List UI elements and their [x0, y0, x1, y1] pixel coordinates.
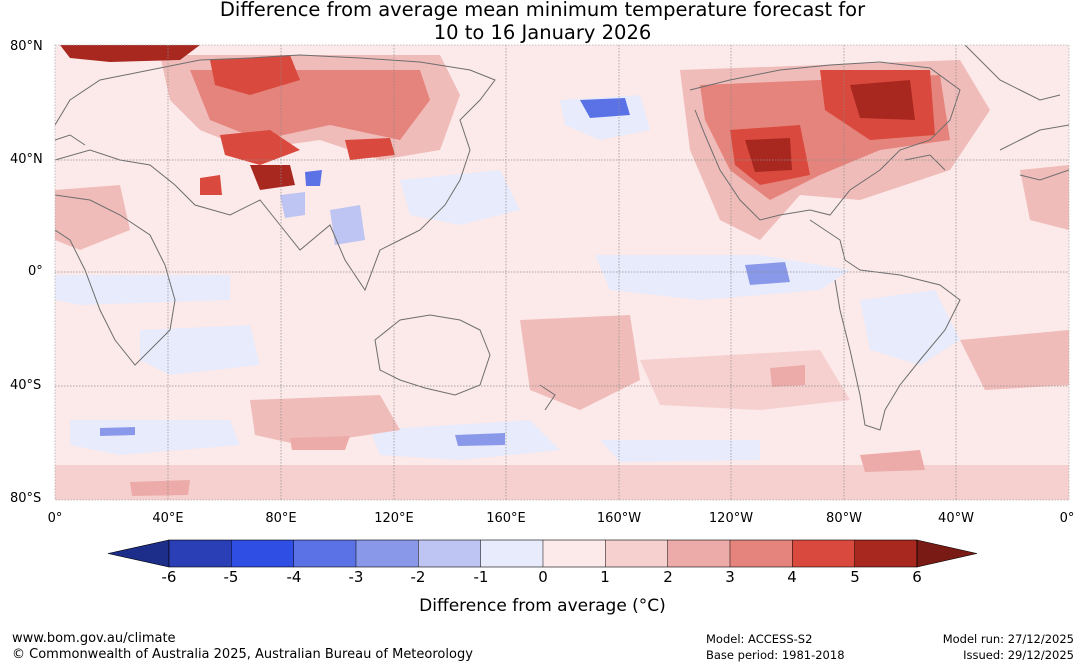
colorbar-tick: -6 [161, 568, 177, 586]
lat-label-40n: 40°N [10, 152, 43, 167]
lon-label-40w: 40°W [938, 511, 974, 526]
chart-title-line-2: 10 to 16 January 2026 [433, 21, 652, 44]
model-name: Model: ACCESS-S2 [706, 632, 813, 646]
colorbar-label: Difference from average (°C) [419, 596, 666, 616]
lon-label-0: 0° [47, 511, 63, 526]
lon-label-0-end: 0° [1059, 511, 1075, 526]
colorbar-tick: -1 [473, 568, 489, 586]
colorbar-tick: 0 [538, 568, 548, 586]
map-frame [54, 44, 1070, 501]
colorbar-segment [667, 540, 731, 567]
website-link[interactable]: www.bom.gov.au/climate [12, 631, 176, 646]
colorbar-segment [542, 540, 606, 567]
lat-label-40s: 40°S [10, 378, 42, 393]
colorbar-segment [792, 540, 856, 567]
colorbar-segment [293, 540, 357, 567]
colorbar-tick: -3 [348, 568, 364, 586]
colorbar-segment [355, 540, 419, 567]
lon-label-80w: 80°W [826, 511, 862, 526]
colorbar-tick: -5 [223, 568, 239, 586]
lon-label-160w: 160°W [596, 511, 642, 526]
colorbar-tick: -4 [286, 568, 302, 586]
lon-label-160e: 160°E [486, 511, 526, 526]
lat-label-80n: 80°N [10, 39, 43, 54]
colorbar-arrow-low [107, 539, 170, 568]
colorbar-arrow-high [916, 539, 978, 568]
colorbar-tick: 2 [663, 568, 673, 586]
colorbar-segments [107, 539, 978, 568]
colorbar-tick: -2 [410, 568, 426, 586]
colorbar-tick: 6 [912, 568, 922, 586]
lat-label-equator: 0° [28, 264, 43, 279]
lon-label-80e: 80°E [265, 511, 297, 526]
lon-label-120w: 120°W [708, 511, 754, 526]
colorbar-tick: 3 [725, 568, 735, 586]
model-run-date: Model run: 27/12/2025 [942, 632, 1074, 646]
base-period: Base period: 1981-2018 [706, 648, 845, 662]
colorbar-segment [169, 540, 232, 567]
lat-label-80s: 80°S [10, 491, 42, 506]
colorbar-segment [729, 540, 793, 567]
colorbar-segment [418, 540, 482, 567]
copyright-text: © Commonwealth of Australia 2025, Austra… [12, 647, 473, 662]
colorbar-segment [231, 540, 295, 567]
graticule [55, 45, 1069, 500]
forecast-map [54, 44, 1070, 501]
lon-label-120e: 120°E [374, 511, 414, 526]
colorbar-tick: 4 [787, 568, 797, 586]
colorbar-tick: 5 [850, 568, 860, 586]
issued-date: Issued: 29/12/2025 [963, 648, 1074, 662]
lon-label-40e: 40°E [152, 511, 184, 526]
coastlines [55, 45, 1069, 431]
colorbar-segment [854, 540, 918, 567]
colorbar-segment [605, 540, 669, 567]
colorbar-tick: 1 [600, 568, 610, 586]
colorbar-segment [480, 540, 544, 567]
colorbar-outline [168, 539, 918, 568]
chart-title-line-1: Difference from average mean minimum tem… [219, 0, 866, 21]
